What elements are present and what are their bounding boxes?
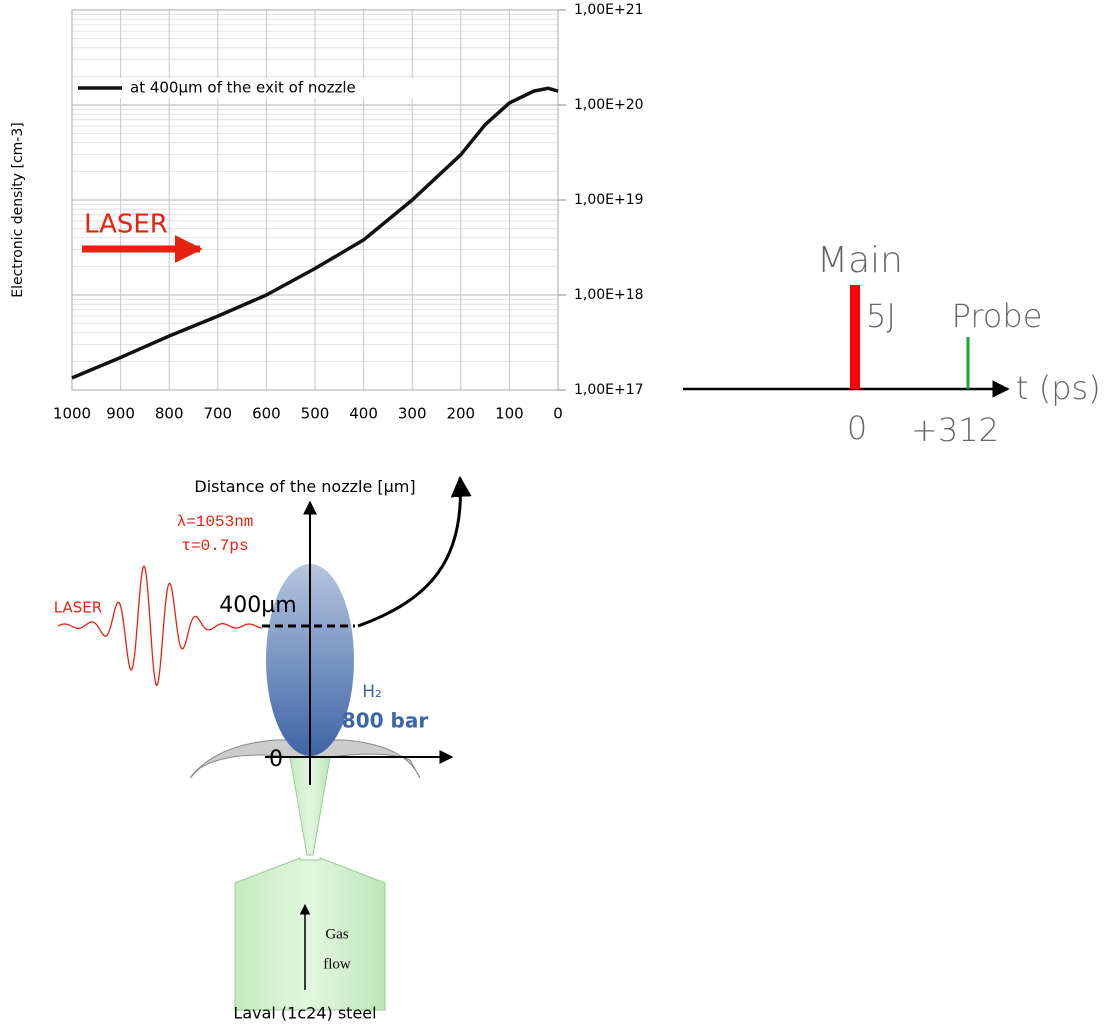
height-label: 400µm [219, 593, 296, 618]
link-arrow [357, 475, 472, 628]
plot: 1,00E+17 1,00E+18 1,00E+19 1,00E+20 1,00E+21… [53, 2, 644, 423]
y-tick-label: 1,00E+19 [574, 192, 644, 208]
x-tick-label: 300 [398, 405, 427, 423]
annotation: LASER [84, 210, 168, 240]
wavelength: λ=1053nm [177, 513, 254, 531]
flow-label: flow [323, 956, 351, 972]
plot-frame [71, 9, 559, 391]
nozzle-cap [189, 739, 421, 779]
nozzle-diagram: λ=1053nm τ=0.7ps LASER 400µm 0 H₂ 800 ba… [54, 475, 472, 1023]
duration: τ=0.7ps [181, 537, 248, 555]
laser-label: LASER [54, 599, 102, 617]
caption: Laval (1c24) steel [233, 1004, 376, 1023]
flow-label: Gas [325, 926, 348, 942]
gas-label: H₂ [362, 682, 382, 702]
x-tick-label: 400 [349, 405, 378, 423]
y-axis-label: Electronic density [cm-3] [10, 122, 26, 297]
y-tick-label: 1,00E+18 [574, 287, 644, 303]
pressure-label: 800 bar [342, 709, 429, 733]
timeline: Main 5J Probe 0 +312 t (ps) [683, 240, 1101, 449]
t1-label: +312 [911, 411, 999, 449]
x-tick-label: 900 [106, 405, 135, 423]
x-tick-label: 100 [495, 405, 524, 423]
nozzle-body [234, 857, 386, 1011]
probe-label: Probe [952, 297, 1043, 335]
x-axis-label: Distance of the nozzle [µm] [194, 477, 416, 496]
x-tick-label: 700 [203, 405, 232, 423]
legend-box [76, 78, 426, 98]
x-tick-label: 500 [301, 405, 330, 423]
y-tick-label: 1,00E+17 [574, 382, 644, 398]
origin-label: 0 [269, 747, 283, 772]
energy-label: 5J [866, 297, 896, 335]
legend-label: at 400µm of the exit of nozzle [130, 79, 356, 97]
main-pulse [850, 285, 860, 389]
y-tick-label: 1,00E+20 [574, 97, 644, 113]
x-tick-label: 0 [553, 405, 563, 423]
x-tick-label: 200 [446, 405, 475, 423]
laser-pulse [57, 565, 262, 687]
line [71, 86, 559, 380]
x-tick-label: 600 [252, 405, 281, 423]
y-tick-label: 1,00E+21 [574, 2, 644, 18]
main-label: Main [817, 240, 903, 281]
x-tick-label: 800 [155, 405, 184, 423]
x-tick-label: 1000 [53, 405, 91, 423]
t0-label: 0 [847, 409, 867, 447]
time-axis-label: t (ps) [1016, 369, 1101, 407]
